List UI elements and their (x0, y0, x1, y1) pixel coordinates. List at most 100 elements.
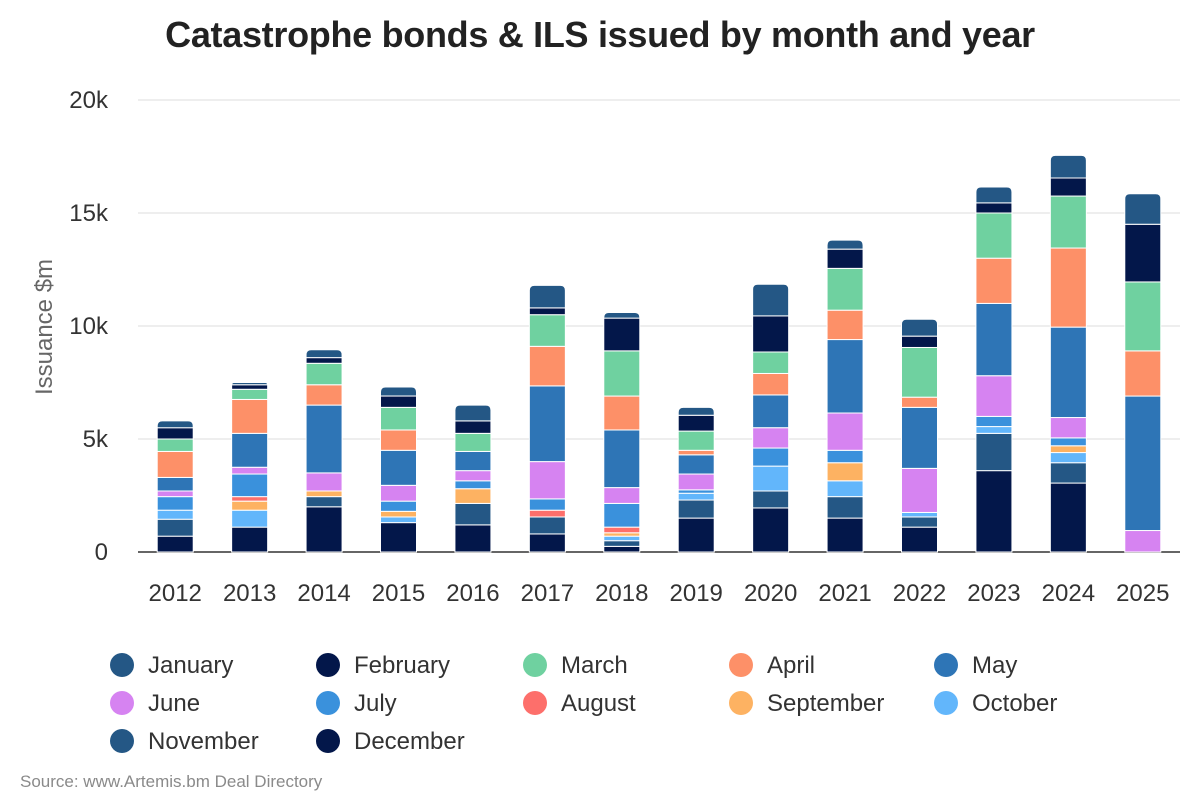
legend-label-august: August (561, 690, 636, 717)
bar-segment-march (826, 267, 864, 311)
bar-segment-december (454, 420, 492, 434)
bar-segment-june (901, 467, 938, 513)
y-tick-label: 0 (95, 539, 108, 566)
bar-segment-february (1049, 482, 1087, 553)
bar-segment-january (677, 499, 715, 519)
bar-segment-february (752, 507, 790, 553)
bar-segment-december (1124, 223, 1162, 283)
bar-segment-october (901, 511, 938, 518)
x-tick-label: 2014 (297, 580, 350, 607)
bar-segment-may (305, 404, 343, 474)
y-tick-label: 20k (69, 87, 109, 114)
bar-segment-january (528, 516, 566, 535)
bar-segment-september (454, 488, 492, 504)
legend-swatch-may (934, 653, 958, 677)
bar-segment-october (826, 480, 864, 498)
bar-segment-may (231, 432, 269, 468)
bar-segment-january (603, 311, 641, 319)
bar-segment-july (528, 498, 566, 511)
bar-segment-january (752, 490, 790, 509)
bar-segment-july (677, 489, 715, 494)
bar-segment-september (603, 532, 641, 537)
bar-segment-december (380, 395, 417, 408)
x-tick-label: 2022 (893, 580, 946, 607)
legend-label-october: October (972, 690, 1057, 717)
y-tick-label: 10k (69, 313, 109, 340)
bar-segment-february (305, 506, 343, 553)
x-tick-label: 2020 (744, 580, 797, 607)
bar-segment-january (901, 318, 938, 337)
bar-segment-march (156, 438, 194, 452)
bar-segment-may (975, 302, 1013, 377)
bar-segment-january (231, 382, 269, 386)
bar-segment-february (826, 517, 864, 553)
bar-segment-january (826, 239, 864, 250)
bar-segment-may (454, 450, 492, 472)
legend-label-february: February (354, 652, 450, 679)
bar-segment-april (1124, 350, 1162, 397)
x-tick-label: 2013 (223, 580, 276, 607)
bar-segment-august (603, 526, 641, 534)
bar-segment-january (901, 516, 938, 528)
bar-segment-march (677, 430, 715, 451)
bar-segment-october (380, 516, 417, 524)
bar-segment-march (305, 362, 343, 386)
bar-segment-december (901, 335, 938, 348)
bar-segment-january (528, 284, 566, 309)
bar-segment-february (231, 526, 269, 553)
x-tick-label: 2025 (1116, 580, 1169, 607)
legend-label-july: July (354, 690, 397, 717)
bar-segment-june (752, 427, 790, 449)
bar-segment-april (826, 309, 864, 341)
x-tick-label: 2024 (1042, 580, 1095, 607)
bar-segment-october (1049, 452, 1087, 464)
bar-segment-may (603, 429, 641, 489)
bar-segment-june (380, 484, 417, 502)
y-axis-label: Issuance $m (31, 259, 58, 395)
bar-segment-june (528, 461, 566, 500)
bar-segment-july (231, 473, 269, 498)
legend-label-june: June (148, 690, 200, 717)
bar-segment-july (156, 496, 194, 511)
bars (156, 154, 1162, 553)
bar-segment-october (156, 509, 194, 520)
bar-segment-may (1124, 395, 1162, 532)
bar-segment-april (231, 398, 269, 434)
bar-segment-january (826, 496, 864, 519)
legend-swatch-june (110, 691, 134, 715)
bar-segment-april (380, 429, 417, 451)
x-tick-label: 2016 (446, 580, 499, 607)
bar-segment-december (752, 315, 790, 353)
bar-segment-september (1049, 445, 1087, 454)
bar-segment-april (305, 384, 343, 406)
bar-segment-may (1049, 326, 1087, 419)
bar-segment-december (603, 317, 641, 352)
bar-segment-april (156, 450, 194, 478)
legend-swatch-march (523, 653, 547, 677)
bar-segment-august (231, 496, 269, 502)
bar-segment-september (380, 510, 417, 518)
bar-segment-june (231, 466, 269, 475)
bar-segment-june (454, 470, 492, 482)
gridlines (138, 99, 1180, 553)
legend-label-march: March (561, 652, 628, 679)
bar-segment-january (1049, 462, 1087, 484)
x-tick-label: 2012 (149, 580, 202, 607)
bar-segment-september (231, 500, 269, 511)
bar-segment-june (305, 472, 343, 492)
bar-segment-january (677, 406, 715, 416)
legend-swatch-april (729, 653, 753, 677)
bar-segment-may (826, 339, 864, 414)
bar-segment-january (1124, 193, 1162, 225)
bar-segment-july (752, 447, 790, 467)
x-tick-label: 2021 (818, 580, 871, 607)
bar-segment-august (528, 509, 566, 518)
bar-segment-february (901, 526, 938, 553)
bar-segment-january (603, 540, 641, 547)
bar-segment-march (380, 406, 417, 431)
bar-segment-january (156, 518, 194, 537)
bar-segment-february (454, 524, 492, 553)
bar-segment-october (975, 426, 1013, 434)
legend-swatch-september (729, 691, 753, 715)
legend-label-april: April (767, 652, 815, 679)
